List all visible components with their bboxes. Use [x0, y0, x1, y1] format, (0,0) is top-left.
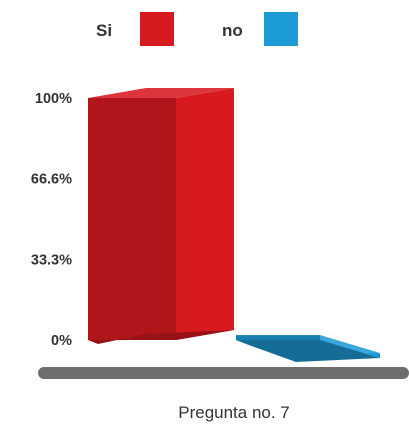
bar-no [236, 335, 380, 362]
x-axis-baseline [38, 367, 409, 379]
y-tick-label: 33.3% [31, 252, 72, 268]
y-tick-label: 100% [35, 91, 72, 107]
legend-label-si: Si [96, 21, 112, 40]
legend-swatch-si [140, 12, 174, 46]
bar-front-face [236, 335, 320, 340]
bar-bottom-face [236, 340, 380, 362]
y-tick-label: 0% [51, 333, 72, 349]
legend-label-no: no [222, 21, 243, 40]
y-tick-label: 66.6% [31, 172, 72, 188]
bar-si [88, 88, 234, 344]
legend-swatch-no [264, 12, 298, 46]
bar-side-face [176, 88, 234, 340]
x-category-label: Pregunta no. 7 [178, 403, 290, 422]
bar-top-face [88, 88, 234, 98]
bar-front-face [88, 98, 176, 340]
bar-bottom-face [88, 330, 234, 344]
